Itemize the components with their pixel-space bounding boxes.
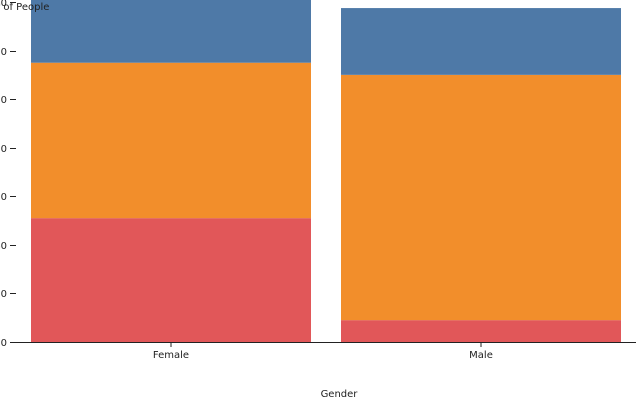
bar-segment-male-1 — [341, 320, 621, 342]
bar-segment-female-3 — [31, 0, 311, 63]
y-tick-label: 80 — [0, 144, 7, 155]
bar-segment-female-1 — [31, 218, 311, 342]
bar-segment-male-3 — [341, 8, 621, 75]
y-tick-label: 140 — [0, 0, 7, 9]
x-tick-label: Male — [469, 350, 493, 361]
bar-segment-female-2 — [31, 62, 311, 219]
y-axis-title: Number of People — [0, 2, 49, 13]
y-tick-label: 0 — [1, 338, 7, 349]
bars — [31, 0, 621, 342]
y-tick-label: 100 — [0, 95, 7, 106]
y-tick-label: 40 — [0, 241, 7, 252]
x-axis-title: Gender — [321, 389, 359, 400]
y-tick-label: 60 — [0, 192, 7, 203]
x-tick-label: Female — [153, 350, 189, 361]
bar-segment-male-2 — [341, 74, 621, 321]
x-axis: Female Male — [16, 342, 636, 361]
y-axis: 0 20 40 60 80 100 120 140 — [0, 0, 16, 349]
y-tick-label: 120 — [0, 47, 7, 58]
y-tick-label: 20 — [0, 289, 7, 300]
